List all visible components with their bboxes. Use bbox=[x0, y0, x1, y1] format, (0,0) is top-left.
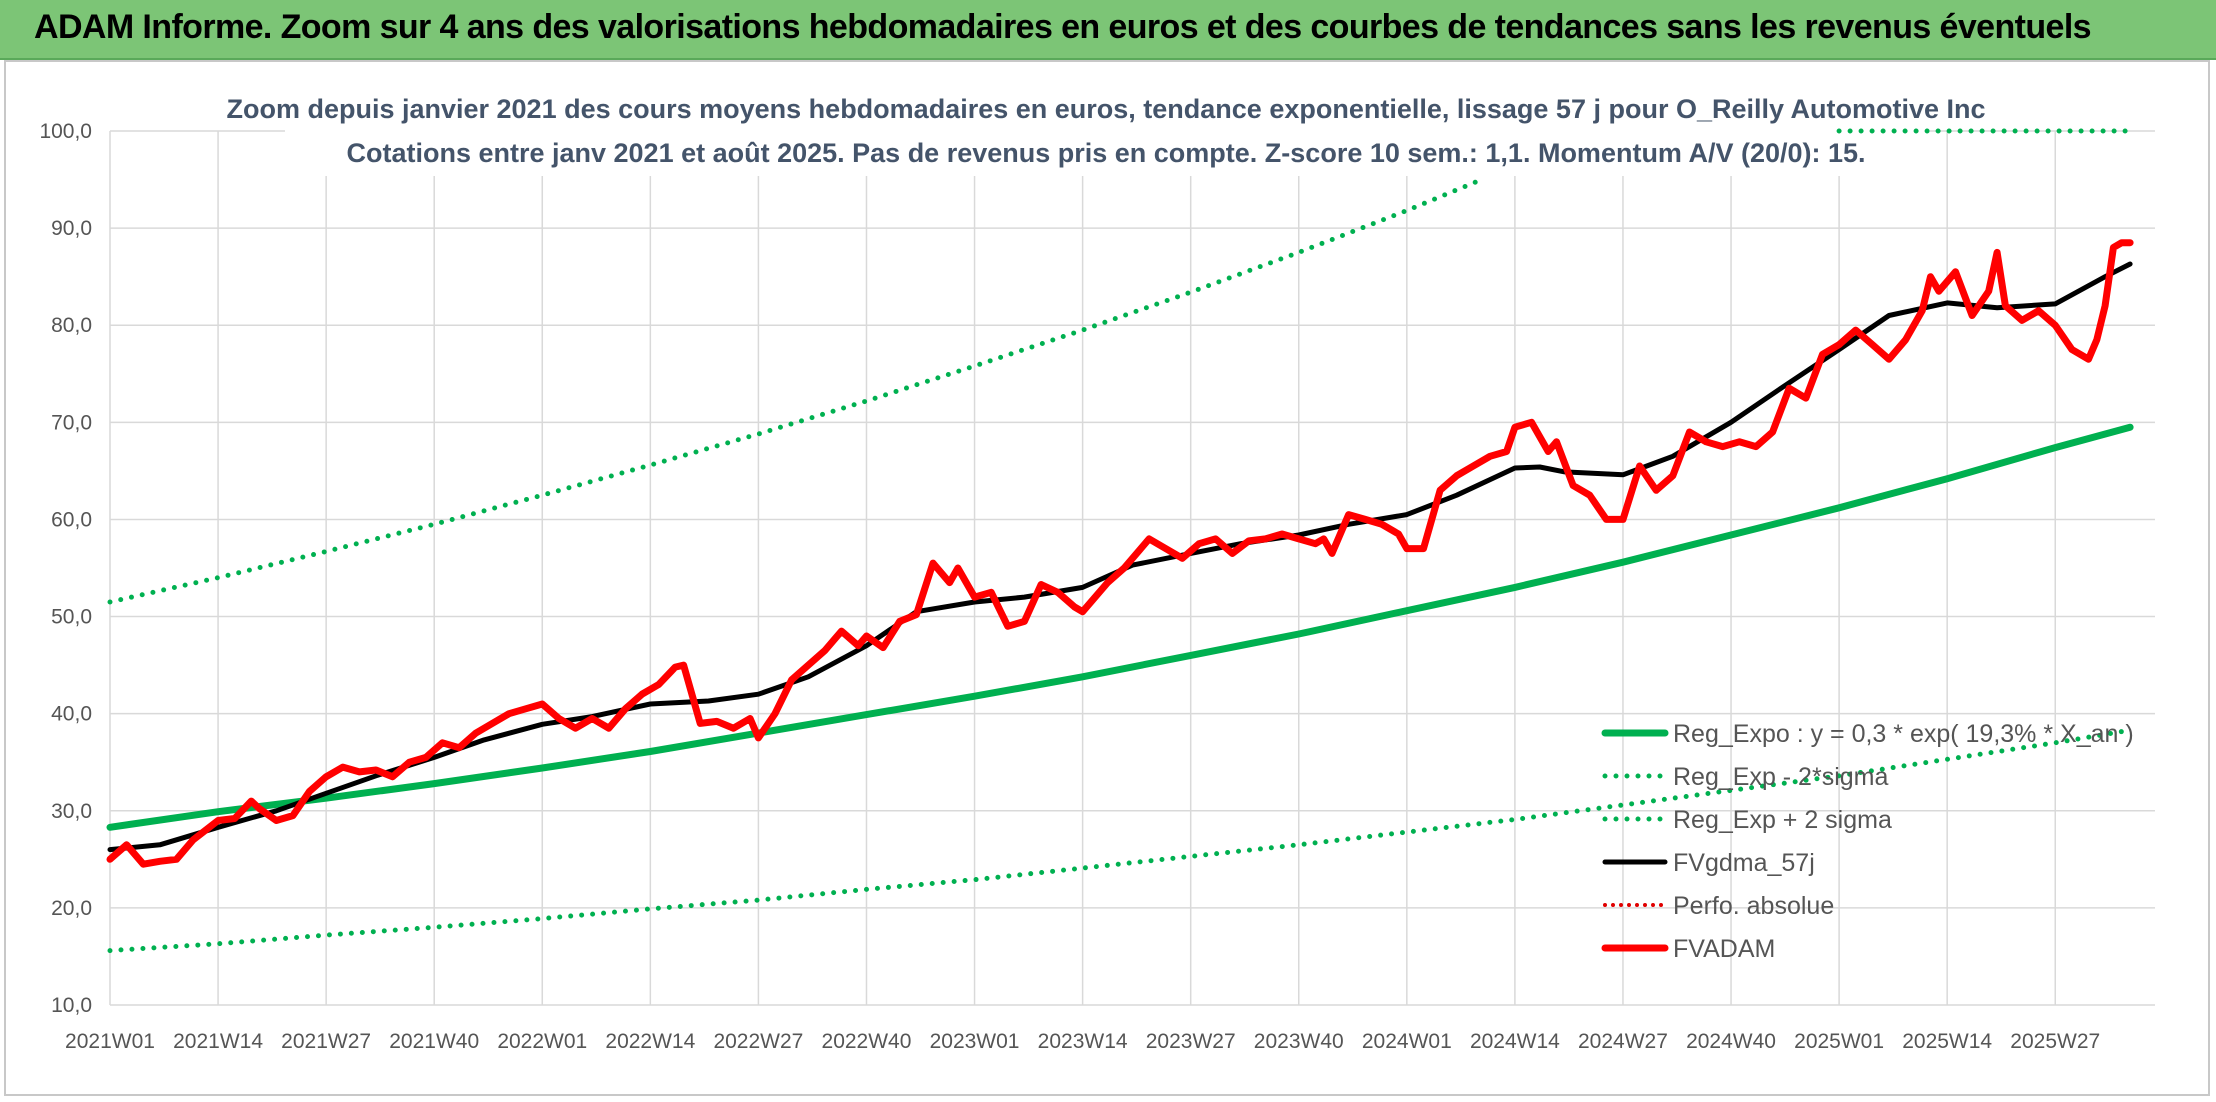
y-tick-label: 100,0 bbox=[39, 120, 92, 143]
legend-label: Reg_Exp + 2 sigma bbox=[1673, 806, 1892, 834]
chart-legend: Reg_Expo : y = 0,3 * exp( 19,3% * X_an )… bbox=[1601, 720, 2134, 963]
y-tick-label: 80,0 bbox=[51, 314, 92, 337]
x-tick-label: 2025W01 bbox=[1794, 1030, 1884, 1053]
x-tick-label: 2023W14 bbox=[1038, 1030, 1128, 1053]
chart-title: Zoom depuis janvier 2021 des cours moyen… bbox=[226, 94, 1985, 124]
x-tick-label: 2025W14 bbox=[1902, 1030, 1992, 1053]
x-tick-label: 2025W27 bbox=[2010, 1030, 2100, 1053]
y-tick-label: 20,0 bbox=[51, 897, 92, 920]
y-tick-label: 70,0 bbox=[51, 411, 92, 434]
x-tick-label: 2022W40 bbox=[822, 1030, 912, 1053]
legend-label: Perfo. absolue bbox=[1673, 892, 1834, 920]
y-tick-label: 60,0 bbox=[51, 508, 92, 531]
report-title: ADAM Informe. Zoom sur 4 ans des valoris… bbox=[34, 8, 2092, 46]
reg-exp-plus-2sigma-line bbox=[107, 177, 1485, 605]
legend-label: Reg_Exp - 2*sigma bbox=[1673, 763, 1888, 791]
x-tick-label: 2021W14 bbox=[173, 1030, 263, 1053]
x-tick-label: 2022W27 bbox=[713, 1030, 803, 1053]
legend-label: Reg_Expo : y = 0,3 * exp( 19,3% * X_an ) bbox=[1673, 720, 2134, 748]
x-tick-label: 2024W14 bbox=[1470, 1030, 1560, 1053]
title-backdrop bbox=[285, 84, 1930, 176]
x-tick-label: 2021W40 bbox=[389, 1030, 479, 1053]
reg-exp-minus-2sigma-line bbox=[107, 727, 2133, 954]
reg-expo-line bbox=[106, 423, 2134, 831]
y-tick-label: 30,0 bbox=[51, 800, 92, 823]
chart-frame bbox=[4, 60, 2210, 1096]
x-tick-label: 2021W01 bbox=[65, 1030, 155, 1053]
y-tick-label: 40,0 bbox=[51, 703, 92, 726]
legend-label: FVgdma_57j bbox=[1673, 849, 1815, 877]
x-axis-ticks: 2021W01 2021W14 2021W27 2021W40 2022W01 2022W… bbox=[65, 1030, 2100, 1053]
y-axis-ticks: 10,0 20,0 30,0 40,0 50,0 60,0 70,0 80,0 90,0 100,… bbox=[39, 120, 92, 1017]
y-tick-label: 90,0 bbox=[51, 217, 92, 240]
x-tick-label: 2021W27 bbox=[281, 1030, 371, 1053]
x-tick-label: 2022W01 bbox=[497, 1030, 587, 1053]
chart-series bbox=[106, 128, 2134, 954]
chart-subtitle: Cotations entre janv 2021 et août 2025. … bbox=[346, 138, 1865, 168]
x-tick-label: 2024W27 bbox=[1578, 1030, 1668, 1053]
fvadam-line bbox=[106, 239, 2134, 868]
x-tick-label: 2022W14 bbox=[605, 1030, 695, 1053]
x-tick-label: 2024W01 bbox=[1362, 1030, 1452, 1053]
legend-label: FVADAM bbox=[1673, 935, 1775, 963]
report-banner: ADAM Informe. Zoom sur 4 ans des valoris… bbox=[0, 0, 2216, 60]
x-tick-label: 2023W01 bbox=[930, 1030, 1020, 1053]
x-tick-label: 2023W40 bbox=[1254, 1030, 1344, 1053]
x-tick-label: 2023W27 bbox=[1146, 1030, 1236, 1053]
y-tick-label: 50,0 bbox=[51, 606, 92, 629]
chart-gridlines bbox=[109, 130, 2155, 1006]
x-tick-label: 2024W40 bbox=[1686, 1030, 1776, 1053]
y-tick-label: 10,0 bbox=[51, 994, 92, 1017]
